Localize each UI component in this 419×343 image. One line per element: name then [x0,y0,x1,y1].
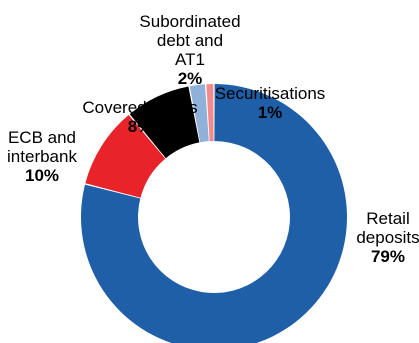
data-label-name: debt and [156,31,224,50]
data-label-covered-bonds: Covered bonds 8% [82,98,197,136]
data-label-value: 8% [127,117,153,136]
data-label-subordinated-debt-and-at1: Subordinated debt and AT1 2% [139,12,240,88]
data-label-name: deposits [356,228,419,247]
data-label-name: Covered bonds [82,98,198,117]
data-label-name: AT1 [175,50,205,69]
data-label-ecb-and-interbank: ECB and interbank 10% [7,128,77,185]
data-label-value: 1% [257,103,283,122]
data-label-name: Subordinated [139,12,241,31]
data-label-value: 2% [177,69,203,88]
donut-slice-covered-bonds [129,86,200,159]
data-label-retail-deposits: Retail deposits 79% [356,209,419,266]
data-label-name: Securitisations [214,84,326,103]
donut-slice-securitisations [206,84,214,142]
donut-slice-retail-deposits [81,84,347,343]
data-label-name: Retail [366,209,410,228]
data-label-value: 10% [24,166,60,185]
data-label-name: interbank [7,147,77,166]
data-label-securitisations: Securitisations 1% [215,84,326,122]
data-label-value: 79% [370,247,406,266]
data-label-name: ECB and [7,128,77,147]
donut-slice-ecb-and-interbank [85,114,166,198]
donut-slice-subordinated-debt-and-at1 [189,84,209,143]
